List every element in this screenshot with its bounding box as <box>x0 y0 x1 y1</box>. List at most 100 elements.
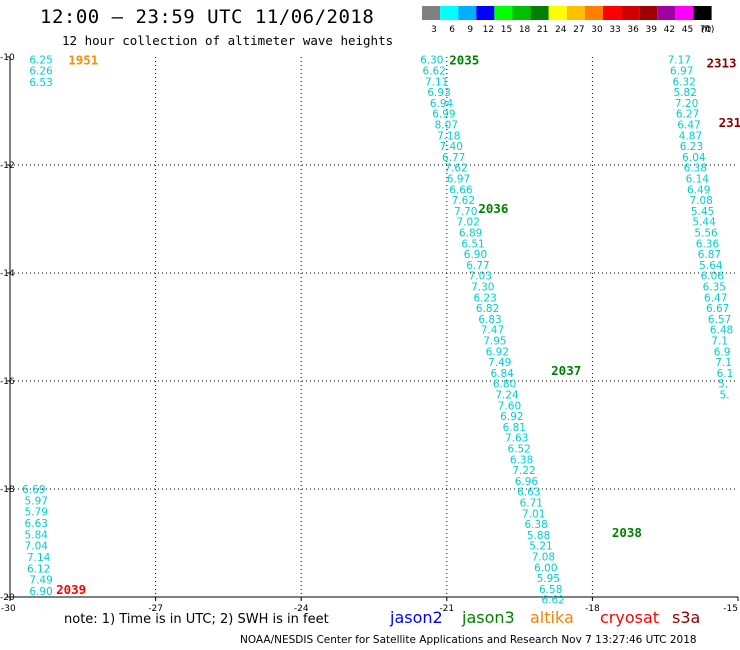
legend-altika: altika <box>530 608 574 627</box>
scale-swatch <box>458 6 477 20</box>
swh-value: 7.01 <box>522 508 545 520</box>
swh-value: 5.97 <box>25 495 48 507</box>
scale-label: 15 <box>501 25 512 35</box>
swh-value: 6.81 <box>503 422 526 434</box>
time-label: 2038 <box>612 525 642 540</box>
swh-value: 6.47 <box>704 292 727 304</box>
x-tick-label: -24 <box>294 604 309 614</box>
swh-value: 6.57 <box>708 314 731 326</box>
scale-label: 9 <box>467 25 473 35</box>
swh-value: 5.88 <box>527 530 550 542</box>
swh-value: 7.49 <box>29 575 52 587</box>
swh-value: 7.95 <box>483 336 506 348</box>
scale-swatch <box>621 6 640 20</box>
time-label: 2035 <box>449 53 479 68</box>
time-label: 2039 <box>56 582 86 597</box>
swh-value: 7.63 <box>505 433 528 445</box>
swh-value: 6.38 <box>510 454 533 466</box>
swh-value: 5. <box>720 390 730 402</box>
scale-swatch <box>440 6 459 20</box>
swh-value: 7.70 <box>454 206 477 218</box>
swh-value: 5.64 <box>699 260 723 272</box>
legend-jason3: jason3 <box>462 608 515 627</box>
swh-value: 6.63 <box>25 518 48 530</box>
legend-s3a: s3a <box>672 608 701 627</box>
chart-axes: -30 -27 -24 -21 -18 -15 -10 -12 -14 -16 -18 -20 <box>0 53 739 614</box>
scale-label: 30 <box>591 25 603 35</box>
swh-value: 7.40 <box>440 141 463 153</box>
scale-label: 6 <box>449 25 455 35</box>
swh-value: 6.80 <box>493 379 516 391</box>
swh-value: 7.1 <box>711 336 728 348</box>
swh-value: 6.06 <box>701 271 725 283</box>
swh-value: 6.66 <box>449 184 473 196</box>
swh-value: 7.62 <box>444 163 467 175</box>
swh-value: 7.49 <box>488 357 511 369</box>
swh-value: 6.49 <box>687 184 710 196</box>
track-s3a: 7.176.976.325.827.206.276.474.876.236.04… <box>668 55 734 402</box>
scale-swatch <box>422 6 441 20</box>
swh-value: 6.94 <box>430 98 454 110</box>
swh-value: 6.51 <box>461 238 484 250</box>
scale-swatch <box>512 6 531 20</box>
scale-label: 21 <box>537 25 548 35</box>
swh-value: 5.44 <box>692 217 716 229</box>
swh-value: 7.17 <box>668 55 691 67</box>
y-tick-label: -20 <box>0 593 15 603</box>
scale-swatch <box>548 6 567 20</box>
swh-value: 6.63 <box>517 487 540 499</box>
scale-swatch <box>566 6 585 20</box>
footer-note: note: 1) Time is in UTC; 2) SWH is in fe… <box>64 612 329 627</box>
swh-value: 6.90 <box>464 249 487 261</box>
time-label: 2037 <box>551 363 581 378</box>
scale-swatch <box>693 6 712 20</box>
scale-label: 3 <box>431 25 437 35</box>
swh-value: 6.53 <box>29 77 52 89</box>
swh-value: 6.58 <box>539 584 562 596</box>
legend-jason2: jason2 <box>390 608 443 627</box>
scale-label: 70 <box>700 25 712 35</box>
x-tick-label: -21 <box>439 604 454 614</box>
x-tick-label: -15 <box>723 604 738 614</box>
x-tick-label: -30 <box>1 604 16 614</box>
chart-grid <box>10 57 738 597</box>
swh-value: 6.26 <box>29 66 53 78</box>
swh-value: 6.14 <box>686 174 710 186</box>
swh-value: 7.14 <box>27 552 51 564</box>
swh-value: 6.30 <box>420 55 443 67</box>
swh-value: 6.77 <box>466 260 489 272</box>
scale-label: 33 <box>609 25 620 35</box>
scale-label: 27 <box>573 25 584 35</box>
swh-value: 6.9 <box>714 346 731 358</box>
scale-swatch <box>603 6 622 20</box>
swh-value: 6.62 <box>541 595 564 607</box>
swh-value: 6.62 <box>423 66 446 78</box>
swh-value: 6.97 <box>447 174 470 186</box>
swh-value: 5.84 <box>25 529 49 541</box>
swh-value: 8.07 <box>435 120 458 132</box>
swh-value: 5.82 <box>673 87 696 99</box>
swh-value: 6.83 <box>478 314 501 326</box>
swh-value: 6.93 <box>427 87 450 99</box>
swh-value: 7.22 <box>512 465 535 477</box>
swh-value: 7.03 <box>469 271 492 283</box>
swh-value: 6.92 <box>486 346 509 358</box>
swh-value: 5.21 <box>529 541 552 553</box>
swh-value: 5.95 <box>537 573 560 585</box>
legend-cryosat: cryosat <box>600 608 660 627</box>
y-tick-label: -16 <box>0 377 15 387</box>
time-label: 2312 <box>719 115 740 130</box>
y-tick-label: -12 <box>0 161 15 171</box>
scale-swatch <box>530 6 549 20</box>
swh-value: 7.08 <box>689 195 712 207</box>
swh-value: 6.47 <box>677 120 700 132</box>
swh-value: 6.89 <box>459 228 482 240</box>
swh-value: 6.38 <box>524 519 547 531</box>
scale-swatch <box>639 6 658 20</box>
swh-value: 7.47 <box>481 325 504 337</box>
swh-value: 6.82 <box>476 303 499 315</box>
swh-value: 7.24 <box>495 390 519 402</box>
scale-swatch <box>657 6 676 20</box>
time-label: 2313 <box>706 55 736 70</box>
